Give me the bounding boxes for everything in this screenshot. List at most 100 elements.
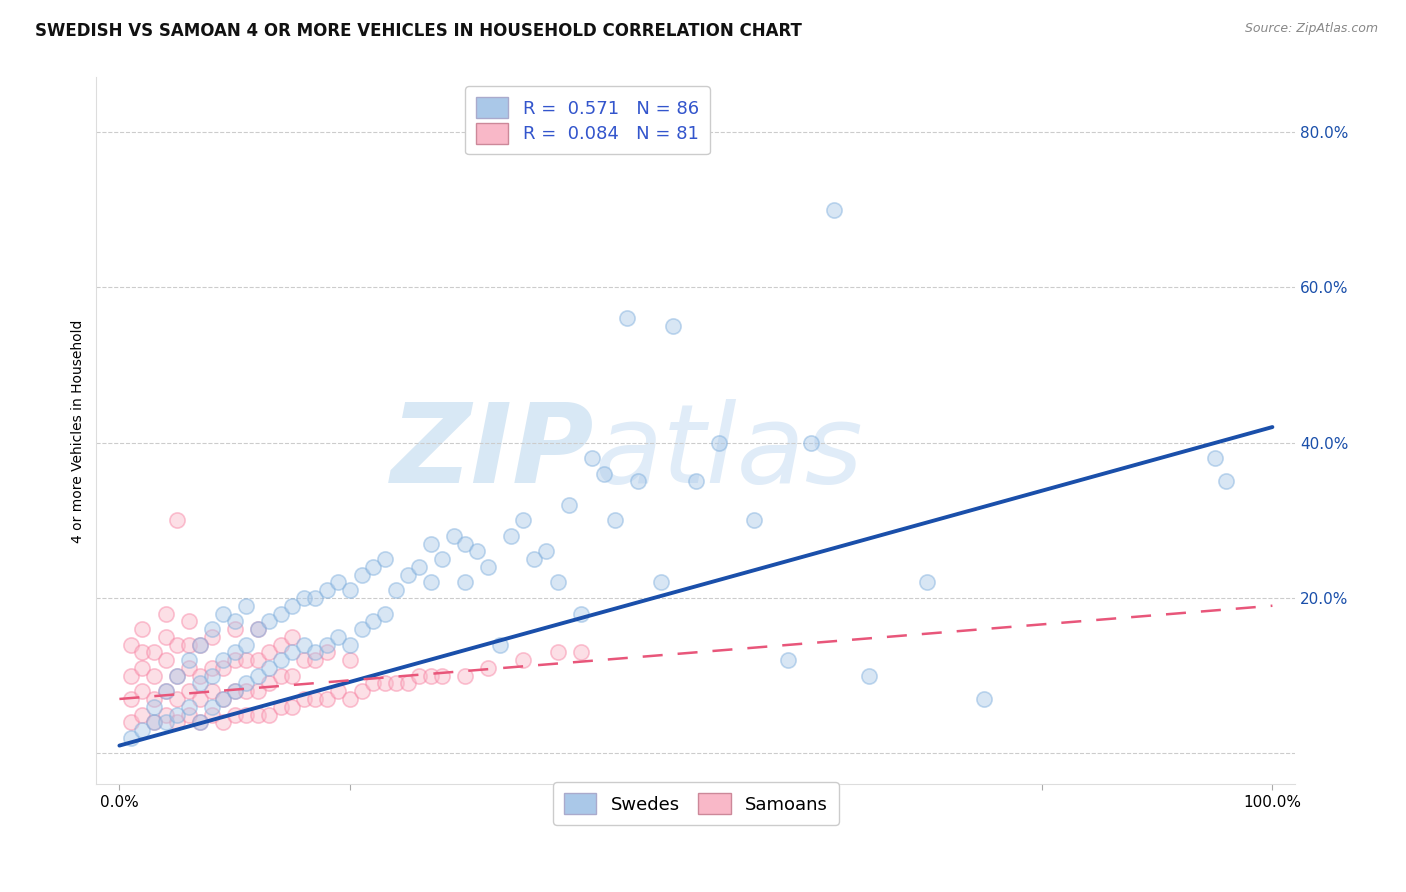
Point xyxy=(201,668,224,682)
Point xyxy=(224,645,246,659)
Point xyxy=(155,684,177,698)
Point xyxy=(155,707,177,722)
Point xyxy=(177,707,200,722)
Point xyxy=(292,653,315,667)
Point xyxy=(143,645,166,659)
Point xyxy=(408,560,430,574)
Point xyxy=(259,676,281,690)
Point xyxy=(120,715,142,730)
Point xyxy=(328,575,350,590)
Point xyxy=(316,645,339,659)
Point xyxy=(224,684,246,698)
Point xyxy=(316,583,339,598)
Point xyxy=(547,645,569,659)
Point xyxy=(350,684,373,698)
Point xyxy=(662,319,685,334)
Point xyxy=(292,692,315,706)
Point xyxy=(188,668,211,682)
Point xyxy=(465,544,488,558)
Point xyxy=(177,614,200,628)
Point xyxy=(235,599,257,613)
Point xyxy=(408,668,430,682)
Point xyxy=(177,638,200,652)
Text: Source: ZipAtlas.com: Source: ZipAtlas.com xyxy=(1244,22,1378,36)
Point xyxy=(973,692,995,706)
Point xyxy=(374,552,396,566)
Point xyxy=(246,622,269,636)
Point xyxy=(339,638,361,652)
Point xyxy=(246,707,269,722)
Point xyxy=(224,707,246,722)
Point xyxy=(212,715,235,730)
Point xyxy=(581,451,603,466)
Point xyxy=(592,467,614,481)
Point xyxy=(188,676,211,690)
Point xyxy=(270,653,292,667)
Point xyxy=(1215,475,1237,489)
Point xyxy=(166,668,188,682)
Point xyxy=(224,653,246,667)
Point xyxy=(155,715,177,730)
Point xyxy=(328,684,350,698)
Point xyxy=(281,699,304,714)
Point xyxy=(396,676,419,690)
Point xyxy=(131,707,153,722)
Point xyxy=(188,692,211,706)
Point xyxy=(259,707,281,722)
Point xyxy=(201,684,224,698)
Point xyxy=(212,692,235,706)
Point xyxy=(547,575,569,590)
Text: SWEDISH VS SAMOAN 4 OR MORE VEHICLES IN HOUSEHOLD CORRELATION CHART: SWEDISH VS SAMOAN 4 OR MORE VEHICLES IN … xyxy=(35,22,801,40)
Point xyxy=(201,699,224,714)
Point xyxy=(281,630,304,644)
Point xyxy=(177,684,200,698)
Point xyxy=(166,715,188,730)
Point xyxy=(224,622,246,636)
Point xyxy=(419,668,441,682)
Point xyxy=(155,630,177,644)
Point xyxy=(235,676,257,690)
Point xyxy=(143,692,166,706)
Point xyxy=(374,676,396,690)
Point xyxy=(339,653,361,667)
Point xyxy=(270,607,292,621)
Legend: Swedes, Samoans: Swedes, Samoans xyxy=(553,782,839,825)
Point xyxy=(374,607,396,621)
Point xyxy=(177,661,200,675)
Point xyxy=(432,552,454,566)
Point xyxy=(155,684,177,698)
Point xyxy=(155,653,177,667)
Point xyxy=(605,513,627,527)
Point xyxy=(281,645,304,659)
Point xyxy=(858,668,880,682)
Point xyxy=(350,567,373,582)
Y-axis label: 4 or more Vehicles in Household: 4 or more Vehicles in Household xyxy=(72,319,86,542)
Point xyxy=(501,529,523,543)
Point xyxy=(454,575,477,590)
Point xyxy=(477,560,499,574)
Point xyxy=(188,715,211,730)
Point xyxy=(246,653,269,667)
Point xyxy=(131,661,153,675)
Point xyxy=(212,692,235,706)
Point xyxy=(316,638,339,652)
Point xyxy=(201,622,224,636)
Point xyxy=(569,607,592,621)
Text: atlas: atlas xyxy=(593,399,863,506)
Point xyxy=(512,513,534,527)
Point xyxy=(235,684,257,698)
Point xyxy=(201,707,224,722)
Point xyxy=(396,567,419,582)
Point xyxy=(166,638,188,652)
Point xyxy=(212,653,235,667)
Point xyxy=(339,692,361,706)
Point xyxy=(361,560,384,574)
Point xyxy=(224,684,246,698)
Point xyxy=(385,676,408,690)
Point xyxy=(166,707,188,722)
Point xyxy=(558,498,581,512)
Point xyxy=(328,630,350,644)
Point xyxy=(292,638,315,652)
Point xyxy=(188,638,211,652)
Point xyxy=(454,536,477,550)
